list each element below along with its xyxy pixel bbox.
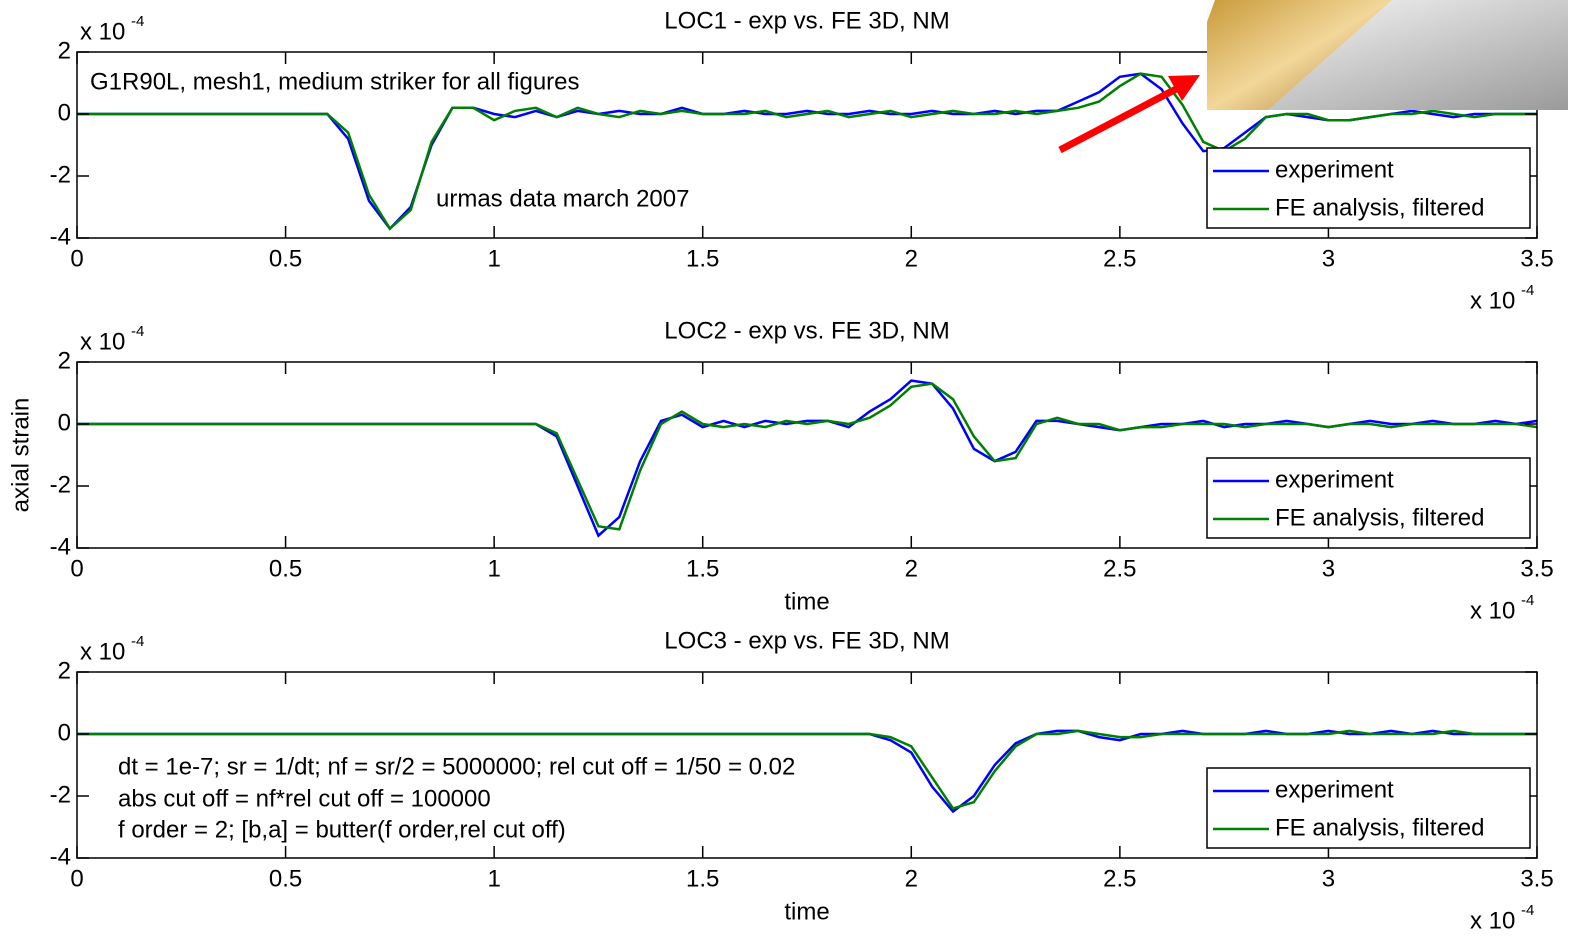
x-tick-label: 0 [70,555,83,582]
legend-label: FE analysis, filtered [1275,504,1484,531]
y-tick-label: -4 [50,843,71,870]
series-line [77,72,1537,231]
x-tick-label: 1 [487,865,500,892]
annotation: urmas data march 2007 [436,185,689,212]
legend-label: experiment [1275,776,1394,803]
y-tick-label: 0 [58,99,71,126]
legend-label: FE analysis, filtered [1275,814,1484,841]
x-tick-label: 2.5 [1103,865,1136,892]
y-multiplier: x 10 [80,328,125,355]
y-tick-label: 0 [58,719,71,746]
x-tick-label: 3 [1322,865,1335,892]
arrow-shaft [1058,84,1180,154]
x-tick-label: 3.5 [1520,245,1553,272]
y-axis-label: axial strain [7,398,34,513]
x-tick-label: 0 [70,245,83,272]
y-tick-label: -4 [50,223,71,250]
y-multiplier-power: -4 [131,13,144,30]
y-tick-label: -2 [50,471,71,498]
x-tick-label: 1.5 [686,245,719,272]
x-axis-label: time [784,898,829,925]
x-tick-label: 0.5 [269,865,302,892]
x-tick-label: 3 [1322,245,1335,272]
legend-box [1206,457,1531,539]
y-tick-label: 2 [58,657,71,684]
axes-box [76,671,1538,859]
y-tick-label: -2 [50,161,71,188]
x-multiplier-power: -4 [1521,282,1534,299]
axes-box [76,51,1538,239]
chart-title: LOC2 - exp vs. FE 3D, NM [664,317,949,344]
x-tick-label: 1 [487,555,500,582]
x-tick-label: 0.5 [269,245,302,272]
subplot: 0 0.5 1 1.5 2 2.5 3 3.5 -4 -2 0 2 LOC3 - exp vs. FE … [50,627,1554,934]
x-tick-label: 1.5 [686,865,719,892]
x-tick-label: 3.5 [1520,865,1553,892]
chart-title: LOC3 - exp vs. FE 3D, NM [664,627,949,654]
legend-box [1206,147,1531,229]
x-tick-label: 3 [1322,555,1335,582]
x-multiplier: x 10 [1470,287,1515,314]
annotation: dt = 1e-7; sr = 1/dt; nf = sr/2 = 500000… [118,753,795,780]
y-tick-label: 0 [58,409,71,436]
x-tick-label: 1 [487,245,500,272]
annotation: G1R90L, mesh1, medium striker for all fi… [90,68,580,95]
legend-label: experiment [1275,156,1394,183]
series-line [77,729,1537,810]
axes-box [76,361,1538,549]
x-multiplier: x 10 [1470,907,1515,934]
x-tick-label: 2 [905,865,918,892]
x-tick-label: 2.5 [1103,555,1136,582]
x-axis-label: time [784,588,829,615]
x-multiplier-power: -4 [1521,902,1534,919]
x-multiplier-power: -4 [1521,592,1534,609]
legend-label: experiment [1275,466,1394,493]
y-tick-label: 2 [58,37,71,64]
y-multiplier: x 10 [80,638,125,665]
legend-box [1206,767,1531,849]
x-multiplier: x 10 [1470,597,1515,624]
y-tick-label: -4 [50,533,71,560]
x-tick-label: 2.5 [1103,245,1136,272]
gold-cylinder [1207,0,1392,110]
x-tick-label: 0.5 [269,555,302,582]
x-tick-label: 0 [70,865,83,892]
overlay-picture [1058,0,1568,154]
arrow-head [1168,75,1200,101]
y-tick-label: 2 [58,347,71,374]
x-tick-label: 1.5 [686,555,719,582]
annotation: f order = 2; [b,a] = butter(f order,rel … [118,816,566,843]
annotation: abs cut off = nf*rel cut off = 100000 [118,785,491,812]
subplot: 0 0.5 1 1.5 2 2.5 3 3.5 -4 -2 0 2 LOC2 - exp vs. FE … [7,317,1553,624]
x-tick-label: 3.5 [1520,555,1553,582]
x-tick-label: 2 [905,245,918,272]
chart-title: LOC1 - exp vs. FE 3D, NM [664,7,949,34]
y-tick-label: -2 [50,781,71,808]
y-multiplier-power: -4 [131,323,144,340]
legend-label: FE analysis, filtered [1275,194,1484,221]
plots: 0 0.5 1 1.5 2 2.5 3 3.5 -4 -2 0 2 LOC1 - exp vs. FE … [7,7,1553,934]
y-multiplier-power: -4 [131,633,144,650]
x-tick-label: 2 [905,555,918,582]
y-multiplier: x 10 [80,18,125,45]
series-line [77,382,1538,531]
